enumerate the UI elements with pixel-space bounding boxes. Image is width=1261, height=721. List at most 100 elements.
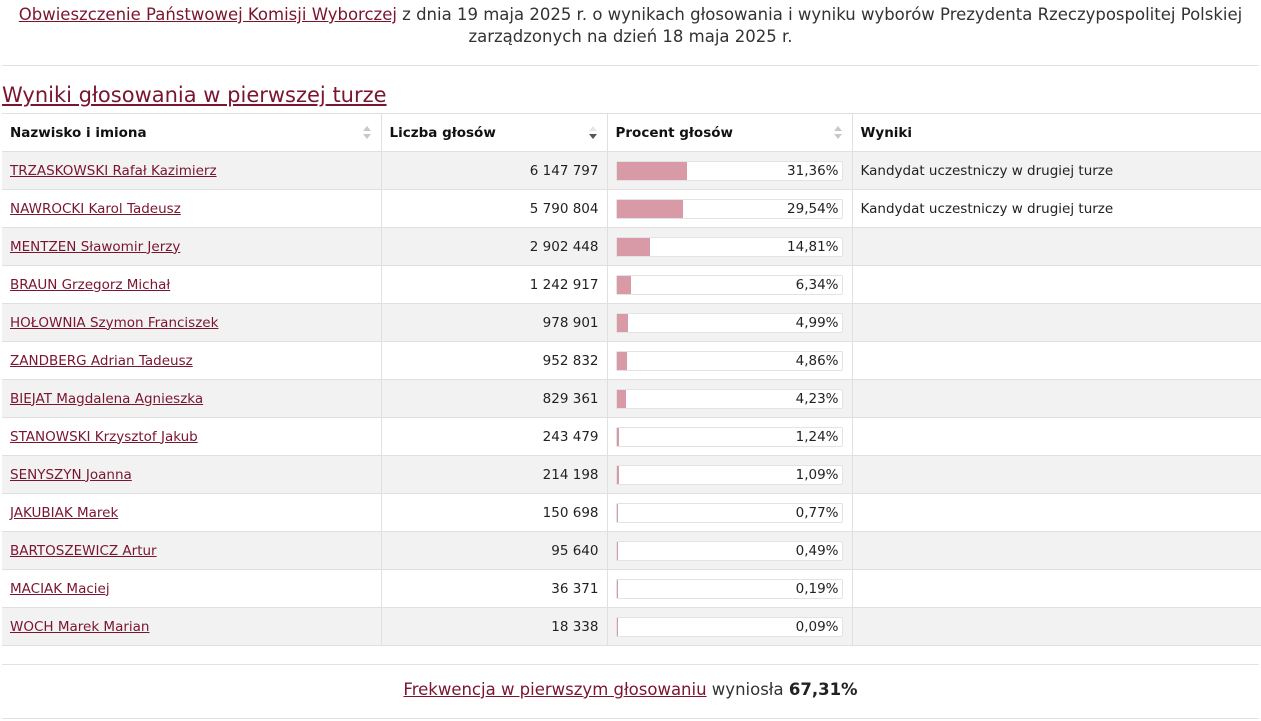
percent-bar-fill: [616, 389, 627, 408]
cell-votes: 18 338: [381, 607, 608, 646]
percent-bar-fill: [616, 617, 618, 636]
cell-name: JAKUBIAK Marek: [2, 493, 382, 532]
header-votes-label: Liczba głosów: [389, 124, 496, 141]
percent-value: 0,77%: [795, 504, 839, 521]
cell-percent: 14,81%: [607, 227, 853, 266]
percent-bar: 31,36%: [615, 160, 843, 181]
table-row: BIEJAT Magdalena Agnieszka 829 361 4,23%: [2, 379, 1261, 418]
results-body: TRZASKOWSKI Rafał Kazimierz 6 147 797 31,3…: [2, 151, 1261, 646]
percent-value: 4,99%: [795, 314, 839, 331]
header-result: Wyniki: [852, 113, 1261, 152]
percent-bar: 0,19%: [615, 578, 843, 599]
table-row: SENYSZYN Joanna 214 198 1,09%: [2, 455, 1261, 494]
candidate-link[interactable]: BARTOSZEWICZ Artur: [10, 542, 157, 559]
header-percent-label: Procent głosów: [615, 124, 733, 141]
sort-icon[interactable]: [362, 126, 371, 140]
sort-desc-icon[interactable]: [588, 126, 597, 140]
percent-bar-fill: [616, 275, 631, 294]
percent-bar: 0,77%: [615, 502, 843, 523]
cell-votes: 6 147 797: [381, 151, 608, 190]
percent-value: 0,19%: [795, 580, 839, 597]
header-votes[interactable]: Liczba głosów: [381, 113, 608, 152]
percent-bar-fill: [616, 313, 628, 332]
table-row: ZANDBERG Adrian Tadeusz 952 832 4,86%: [2, 341, 1261, 380]
cell-name: NAWROCKI Karol Tadeusz: [2, 189, 382, 228]
sort-icon[interactable]: [833, 126, 842, 140]
header-name[interactable]: Nazwisko i imiona: [2, 113, 382, 152]
cell-percent: 0,09%: [607, 607, 853, 646]
percent-value: 0,09%: [795, 618, 839, 635]
turnout-text: wyniosła: [706, 680, 789, 699]
cell-result: Kandydat uczestniczy w drugiej turze: [852, 189, 1261, 228]
cell-name: ZANDBERG Adrian Tadeusz: [2, 341, 382, 380]
cell-result: [852, 265, 1261, 304]
percent-bar-fill: [616, 427, 620, 446]
percent-bar: 4,23%: [615, 388, 843, 409]
candidate-link[interactable]: SENYSZYN Joanna: [10, 466, 132, 483]
percent-bar: 0,49%: [615, 540, 843, 561]
divider: [2, 718, 1259, 719]
candidate-link[interactable]: ZANDBERG Adrian Tadeusz: [10, 352, 193, 369]
candidate-link[interactable]: BRAUN Grzegorz Michał: [10, 276, 171, 293]
percent-bar-fill: [616, 237, 650, 256]
candidate-link[interactable]: BIEJAT Magdalena Agnieszka: [10, 390, 204, 407]
candidate-link[interactable]: STANOWSKI Krzysztof Jakub: [10, 428, 198, 445]
cell-result: [852, 493, 1261, 532]
percent-bar: 29,54%: [615, 198, 843, 219]
cell-votes: 95 640: [381, 531, 608, 570]
cell-percent: 1,09%: [607, 455, 853, 494]
cell-percent: 4,99%: [607, 303, 853, 342]
cell-result: [852, 417, 1261, 456]
notice: Obwieszczenie Państwowej Komisji Wyborcz…: [0, 4, 1261, 48]
percent-value: 1,24%: [795, 428, 839, 445]
cell-percent: 0,77%: [607, 493, 853, 532]
percent-bar: 4,99%: [615, 312, 843, 333]
cell-name: WOCH Marek Marian: [2, 607, 382, 646]
table-row: STANOWSKI Krzysztof Jakub 243 479 1,24%: [2, 417, 1261, 456]
percent-value: 14,81%: [787, 238, 839, 255]
percent-bar-fill: [616, 465, 619, 484]
table-row: BRAUN Grzegorz Michał 1 242 917 6,34%: [2, 265, 1261, 304]
cell-result: [852, 607, 1261, 646]
cell-votes: 2 902 448: [381, 227, 608, 266]
percent-bar-fill: [616, 199, 683, 218]
table-row: JAKUBIAK Marek 150 698 0,77%: [2, 493, 1261, 532]
candidate-link[interactable]: TRZASKOWSKI Rafał Kazimierz: [10, 162, 217, 179]
percent-value: 6,34%: [795, 276, 839, 293]
candidate-link[interactable]: NAWROCKI Karol Tadeusz: [10, 200, 181, 217]
candidate-link[interactable]: WOCH Marek Marian: [10, 618, 150, 635]
percent-bar: 1,09%: [615, 464, 843, 485]
cell-votes: 5 790 804: [381, 189, 608, 228]
notice-text-1: z dnia 19 maja 2025 r. o wynikach głosow…: [396, 5, 1243, 24]
percent-bar: 14,81%: [615, 236, 843, 257]
cell-percent: 1,24%: [607, 417, 853, 456]
cell-name: HOŁOWNIA Szymon Franciszek: [2, 303, 382, 342]
cell-result: [852, 227, 1261, 266]
cell-votes: 829 361: [381, 379, 608, 418]
turnout-link[interactable]: Frekwencja w pierwszym głosowaniu: [403, 680, 707, 699]
candidate-link[interactable]: MACIAK Maciej: [10, 580, 110, 597]
percent-value: 29,54%: [787, 200, 839, 217]
candidate-link[interactable]: HOŁOWNIA Szymon Franciszek: [10, 314, 219, 331]
notice-line-1: Obwieszczenie Państwowej Komisji Wyborcz…: [8, 4, 1253, 26]
cell-votes: 243 479: [381, 417, 608, 456]
cell-result: [852, 303, 1261, 342]
cell-result: [852, 379, 1261, 418]
percent-value: 0,49%: [795, 542, 839, 559]
header-percent[interactable]: Procent głosów: [607, 113, 853, 152]
percent-bar: 4,86%: [615, 350, 843, 371]
percent-value: 4,23%: [795, 390, 839, 407]
divider: [2, 65, 1259, 66]
cell-votes: 214 198: [381, 455, 608, 494]
candidate-link[interactable]: JAKUBIAK Marek: [10, 504, 119, 521]
notice-link[interactable]: Obwieszczenie Państwowej Komisji Wyborcz…: [18, 5, 397, 24]
cell-result: Kandydat uczestniczy w drugiej turze: [852, 151, 1261, 190]
turnout: Frekwencja w pierwszym głosowaniu wynios…: [0, 679, 1261, 701]
candidate-link[interactable]: MENTZEN Sławomir Jerzy: [10, 238, 181, 255]
percent-bar-fill: [616, 579, 618, 598]
table-row: NAWROCKI Karol Tadeusz 5 790 804 29,54% Kan…: [2, 189, 1261, 228]
percent-bar: 1,24%: [615, 426, 843, 447]
results-table: Nazwisko i imiona Liczba głosów Procent …: [2, 113, 1261, 646]
cell-result: [852, 531, 1261, 570]
section-title[interactable]: Wyniki głosowania w pierwszej turze: [2, 83, 387, 107]
